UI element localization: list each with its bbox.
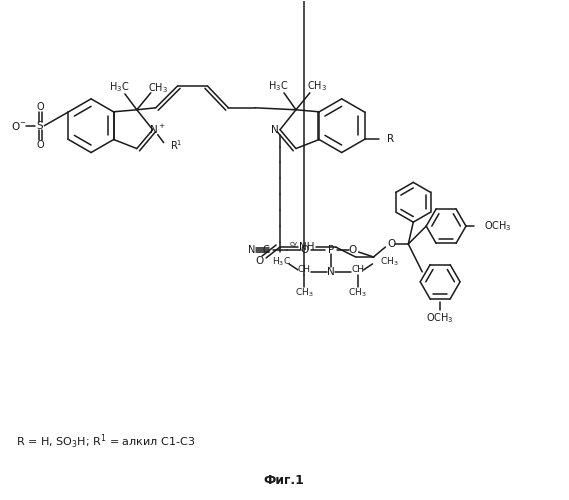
Text: N$^+$: N$^+$ [150,123,166,136]
Text: P: P [328,245,334,255]
Text: N: N [271,124,279,134]
Text: O: O [255,256,263,266]
Text: O: O [387,239,395,249]
Text: CH$_3$: CH$_3$ [307,79,327,93]
Text: R: R [387,134,394,144]
Text: H$_3$C: H$_3$C [109,80,129,94]
Text: NH: NH [299,242,315,252]
Text: OCH$_3$: OCH$_3$ [484,219,512,233]
Text: R$^1$: R$^1$ [170,138,182,152]
Text: CH$_3$: CH$_3$ [348,286,367,299]
Text: N: N [249,245,256,255]
Text: O: O [348,245,357,255]
Text: CH$_3$: CH$_3$ [295,286,313,299]
Text: C: C [263,245,270,255]
Text: O$^{-}$: O$^{-}$ [11,120,26,132]
Text: O: O [301,245,309,255]
Text: OCH$_3$: OCH$_3$ [426,310,454,324]
Text: CH: CH [351,266,364,274]
Text: O: O [36,102,44,112]
Text: CH$_3$: CH$_3$ [381,256,399,268]
Text: CH: CH [298,266,311,274]
Text: N: N [327,267,335,277]
Text: H$_3$C: H$_3$C [268,79,288,93]
Text: H$_3$C: H$_3$C [271,256,291,268]
Text: O: O [36,140,44,149]
Text: CH$_3$: CH$_3$ [148,81,168,95]
Text: R = H, SO$_3$H; R$^1$ = алкил C1-C3: R = H, SO$_3$H; R$^1$ = алкил C1-C3 [17,432,196,451]
Text: S: S [36,120,43,130]
Text: Фиг.1: Фиг.1 [263,474,304,487]
Text: cy: cy [290,241,298,247]
